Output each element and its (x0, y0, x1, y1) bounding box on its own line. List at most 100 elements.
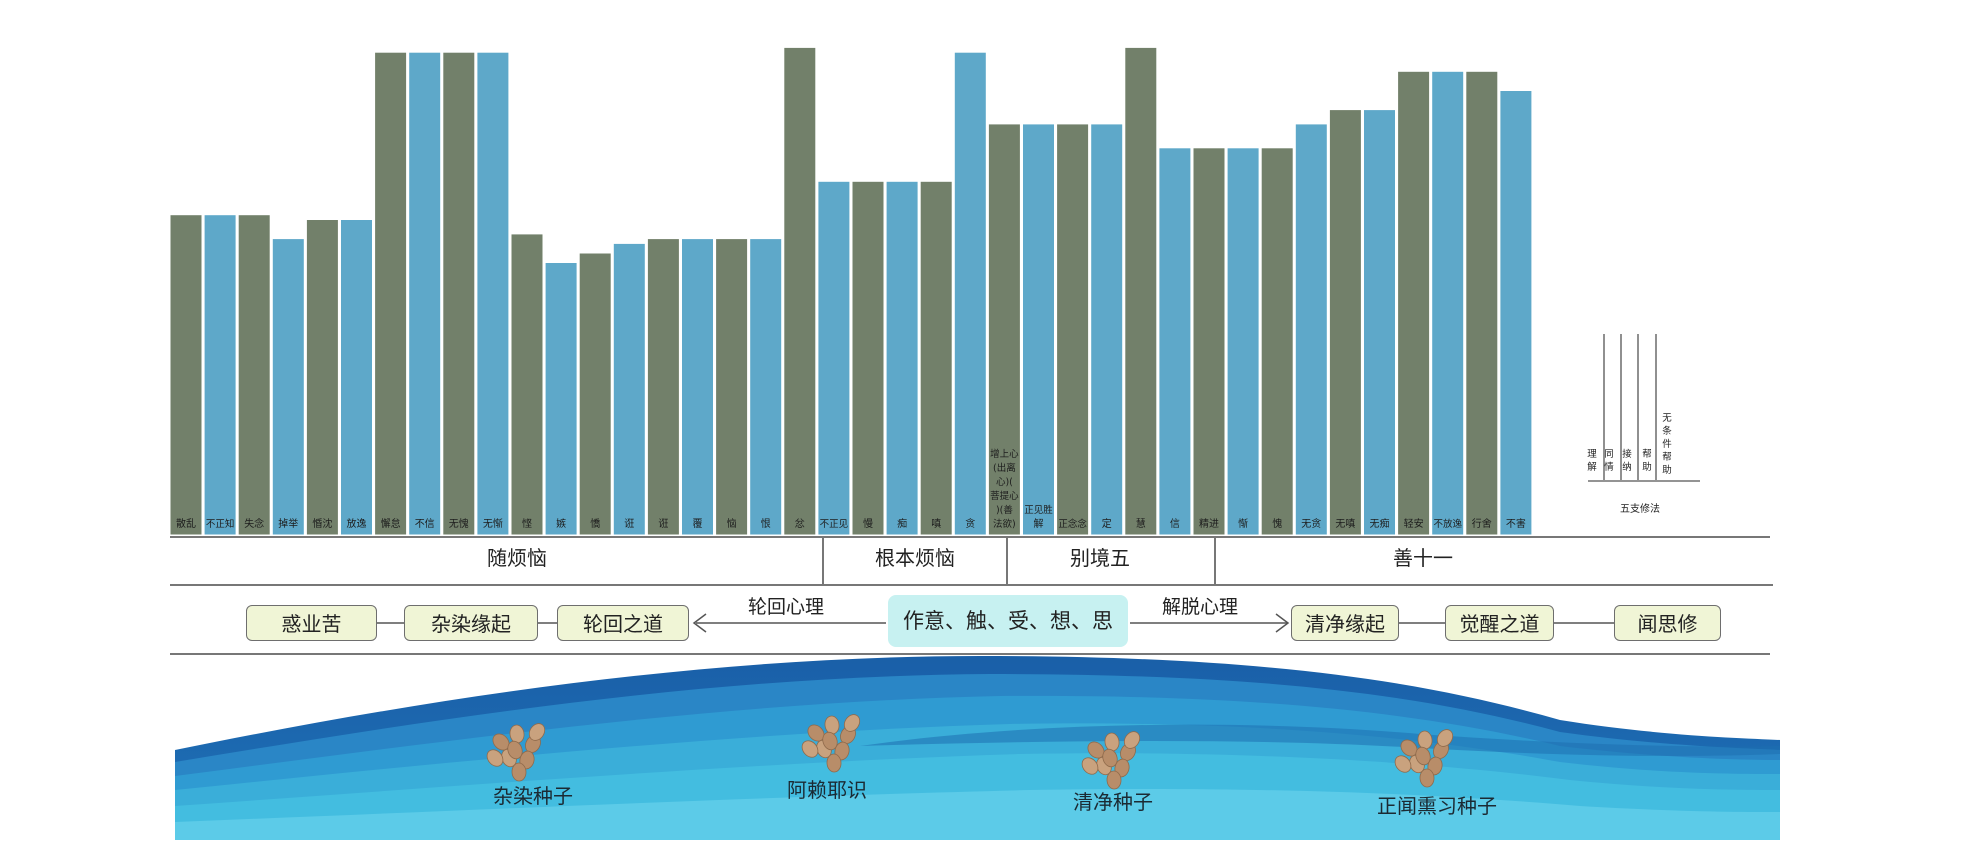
bar-1 (203, 214, 237, 536)
practice-label-3: 接纳 (1622, 449, 1632, 473)
bar-label-25-0: 正见胜 (1024, 505, 1053, 516)
bar-label-24-2: 心)( (996, 477, 1013, 488)
bar-15 (681, 238, 714, 536)
bar-24 (987, 123, 1021, 536)
bar-20 (851, 180, 885, 536)
bar-label-24-5: 法欲) (993, 518, 1016, 530)
bar-18 (783, 46, 817, 536)
bar-label-31-0: 惭 (1238, 517, 1248, 530)
box-zaran-yuanqi: 杂染缘起 (404, 605, 538, 641)
bar-4 (305, 219, 339, 536)
bar-label-27-0: 定 (1102, 517, 1112, 530)
bar-label-37-0: 不放逸 (1433, 518, 1462, 530)
bar-label-12-0: 憍 (590, 517, 600, 530)
seed-label-alaya: 阿赖耶识 (787, 778, 867, 802)
bar-label-5-0: 放逸 (347, 517, 367, 530)
bar-21 (885, 180, 919, 536)
bar-36 (1397, 70, 1431, 536)
bar-27 (1090, 123, 1124, 536)
seed-label-qingjing: 清净种子 (1073, 790, 1153, 814)
bar-16 (715, 238, 749, 536)
practice-label-4: 帮助 (1642, 449, 1652, 473)
bar-label-38-0: 行舍 (1472, 517, 1492, 530)
bar-35 (1363, 109, 1396, 536)
bar-label-13-0: 诳 (624, 518, 634, 530)
section-bottom-line (170, 584, 1773, 586)
bar-14 (646, 238, 680, 536)
practice-label-1: 理解 (1587, 449, 1597, 473)
bar-label-26-0: 正念念 (1058, 518, 1087, 530)
bar-label-29-0: 信 (1170, 518, 1180, 530)
bar-7 (408, 51, 442, 536)
bar-3 (271, 238, 305, 536)
bar-label-24-3: 菩提心 (990, 490, 1019, 502)
bar-label-28-0: 慧 (1136, 517, 1146, 530)
section-label-sui-fannao: 随烦恼 (487, 546, 547, 570)
bar-37 (1431, 70, 1465, 536)
bar-label-22-0: 嗔 (931, 517, 941, 530)
bar-label-0-0: 散乱 (176, 517, 196, 530)
section-top-line (170, 536, 1770, 538)
label-jietuo-xinli: 解脱心理 (1162, 596, 1239, 618)
bar-39 (1499, 90, 1533, 536)
bar-9 (476, 51, 510, 536)
bar-label-30-0: 精进 (1199, 517, 1219, 530)
section-label-shanshiyi: 善十一 (1393, 546, 1453, 570)
bar-label-25-1: 解 (1034, 517, 1044, 530)
bar-label-1-0: 不正知 (206, 518, 235, 530)
five-practices-title: 五支修法 (1620, 504, 1660, 515)
box-huo-ye-ku: 惑业苦 (246, 605, 377, 641)
bar-label-14-0: 诳 (658, 518, 668, 530)
practice-label-5: 无条件帮助 (1662, 413, 1672, 476)
alaya-ocean-waves (175, 656, 1780, 840)
label-lunhui-xinli: 轮回心理 (748, 596, 825, 618)
box-juexing-zhidao: 觉醒之道 (1445, 605, 1554, 641)
bar-label-39-0: 不害 (1506, 517, 1526, 530)
bar-29 (1158, 147, 1192, 536)
bar-label-24-1: (出离 (993, 462, 1016, 474)
section-label-biejing: 别境五 (1070, 546, 1130, 570)
bar-label-17-0: 恨 (761, 517, 771, 530)
bar-label-9-0: 无惭 (483, 517, 503, 530)
bar-label-36-0: 轻安 (1404, 517, 1424, 530)
bar-28 (1124, 46, 1158, 536)
seed-label-zaran: 杂染种子 (493, 784, 573, 808)
bar-label-3-0: 掉举 (278, 517, 298, 530)
bar-26 (1056, 123, 1090, 536)
bar-label-10-0: 悭 (522, 517, 532, 530)
box-lunhui-zhidao: 轮回之道 (557, 605, 689, 641)
bar-label-15-0: 覆 (693, 518, 703, 530)
bar-label-7-0: 不信 (415, 518, 435, 530)
seed-label-zhengwen: 正闻熏习种子 (1377, 794, 1497, 818)
section-divider-3 (1214, 536, 1216, 584)
mental-factors-bar-chart: 散乱 不正知 失念 掉举 惛沈 放逸 懈怠 不信 无愧 无惭 悭 嫉 憍 诳 诳 覆 恼 恨 忿 不正见 慢 痴 嗔 贪 增上心… (169, 46, 1700, 536)
bar-11 (544, 262, 578, 536)
bar-label-34-0: 无嗔 (1335, 517, 1355, 530)
box-wen-si-xiu: 闻思修 (1614, 605, 1721, 641)
bar-label-20-0: 慢 (863, 518, 873, 530)
bar-0 (169, 214, 203, 536)
bar-17 (749, 238, 783, 536)
bar-label-24-0: 增上心 (990, 448, 1019, 460)
bar-label-6-0: 懈怠 (381, 517, 401, 530)
bar-13 (612, 242, 646, 536)
bar-30 (1192, 147, 1226, 536)
bar-label-21-0: 痴 (897, 517, 907, 530)
bar-25 (1022, 123, 1055, 536)
section-divider-2 (1006, 536, 1008, 584)
bar-5 (340, 219, 373, 536)
flow-bottom-line (170, 653, 1770, 655)
center-five-omnipresent: 作意、触、受、想、思 (888, 595, 1128, 647)
bar-22 (919, 180, 953, 536)
practice-label-2: 同情 (1604, 449, 1614, 473)
bar-label-19-0: 不正见 (820, 519, 849, 530)
bar-32 (1260, 147, 1294, 536)
bar-label-35-0: 无痴 (1370, 517, 1390, 530)
bar-8 (442, 51, 476, 536)
bar-10 (510, 233, 544, 536)
bar-6 (374, 51, 408, 536)
bar-label-16-0: 恼 (727, 518, 737, 530)
bar-19 (817, 180, 851, 536)
bar-label-32-0: 愧 (1272, 517, 1282, 530)
